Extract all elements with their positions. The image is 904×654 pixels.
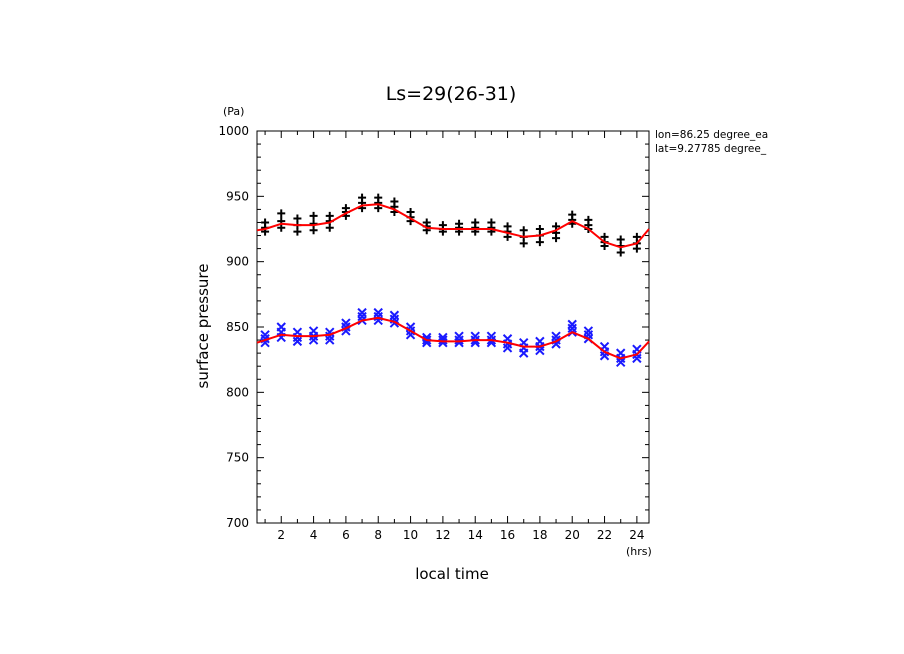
data-point (552, 222, 561, 231)
x-tick-label: 8 (374, 528, 382, 542)
data-point (357, 307, 367, 318)
y-tick-label: 750 (226, 451, 249, 465)
data-point (471, 218, 480, 227)
fit-line-2 (256, 203, 650, 249)
y-tick-label: 950 (226, 189, 249, 203)
y-tick-label: 900 (226, 255, 249, 269)
data-point (486, 331, 497, 341)
x-tick-label: 10 (403, 528, 418, 542)
data-point (616, 235, 625, 244)
data-point (341, 318, 351, 328)
data-point (293, 214, 302, 223)
x-unit-label: (hrs) (626, 545, 652, 558)
data-point (632, 232, 641, 241)
data-point (309, 211, 318, 220)
data-point (358, 193, 367, 202)
annotation-lon: lon=86.25 degree_ea (655, 129, 768, 141)
data-point (406, 208, 415, 217)
data-point (276, 322, 286, 332)
data-point (325, 211, 334, 220)
data-point (341, 204, 350, 213)
data-point (374, 193, 383, 202)
data-point (277, 209, 286, 218)
data-point (503, 222, 512, 231)
x-tick-label: 18 (532, 528, 547, 542)
x-tick-label: 12 (435, 528, 450, 542)
x-tick-label: 16 (500, 528, 515, 542)
data-point (600, 232, 609, 241)
y-tick-label: 1000 (218, 124, 249, 138)
data-point (583, 326, 594, 336)
data-point (487, 218, 496, 227)
x-tick-label: 14 (468, 528, 483, 542)
data-point (438, 332, 448, 343)
y-tick-label: 850 (226, 320, 249, 334)
x-tick-label: 4 (310, 528, 318, 542)
x-tick-label: 6 (342, 528, 350, 542)
x-tick-label: 22 (597, 528, 612, 542)
y-tick-label: 800 (226, 385, 249, 399)
chart-title: Ls=29(26-31) (386, 83, 517, 105)
annotation-lat: lat=9.27785 degree_ (655, 143, 767, 155)
x-tick-label: 20 (565, 528, 580, 542)
data-point (260, 330, 270, 340)
x-axis-label: local time (415, 565, 489, 583)
data-point (390, 197, 399, 206)
data-point (519, 226, 528, 235)
data-point (535, 336, 545, 347)
data-point (261, 218, 270, 227)
data-point (568, 210, 577, 219)
data-point (422, 218, 431, 227)
data-point (389, 310, 400, 320)
data-point (373, 307, 383, 318)
data-point (470, 331, 480, 341)
data-point (308, 326, 319, 336)
data-point (616, 348, 626, 358)
fit-line-3 (256, 316, 650, 360)
y-axis-label: surface pressure (194, 264, 212, 389)
data-point (455, 219, 464, 228)
data-point (454, 331, 464, 341)
data-point (584, 215, 593, 224)
x-tick-label: 2 (277, 528, 285, 542)
data-point (438, 335, 448, 345)
x-tick-label: 24 (629, 528, 644, 542)
plot-frame (256, 130, 650, 524)
y-unit-label: (Pa) (223, 105, 244, 118)
y-tick-label: 700 (226, 516, 249, 530)
data-point (438, 221, 447, 230)
data-point (567, 319, 577, 330)
data-point (535, 225, 544, 233)
